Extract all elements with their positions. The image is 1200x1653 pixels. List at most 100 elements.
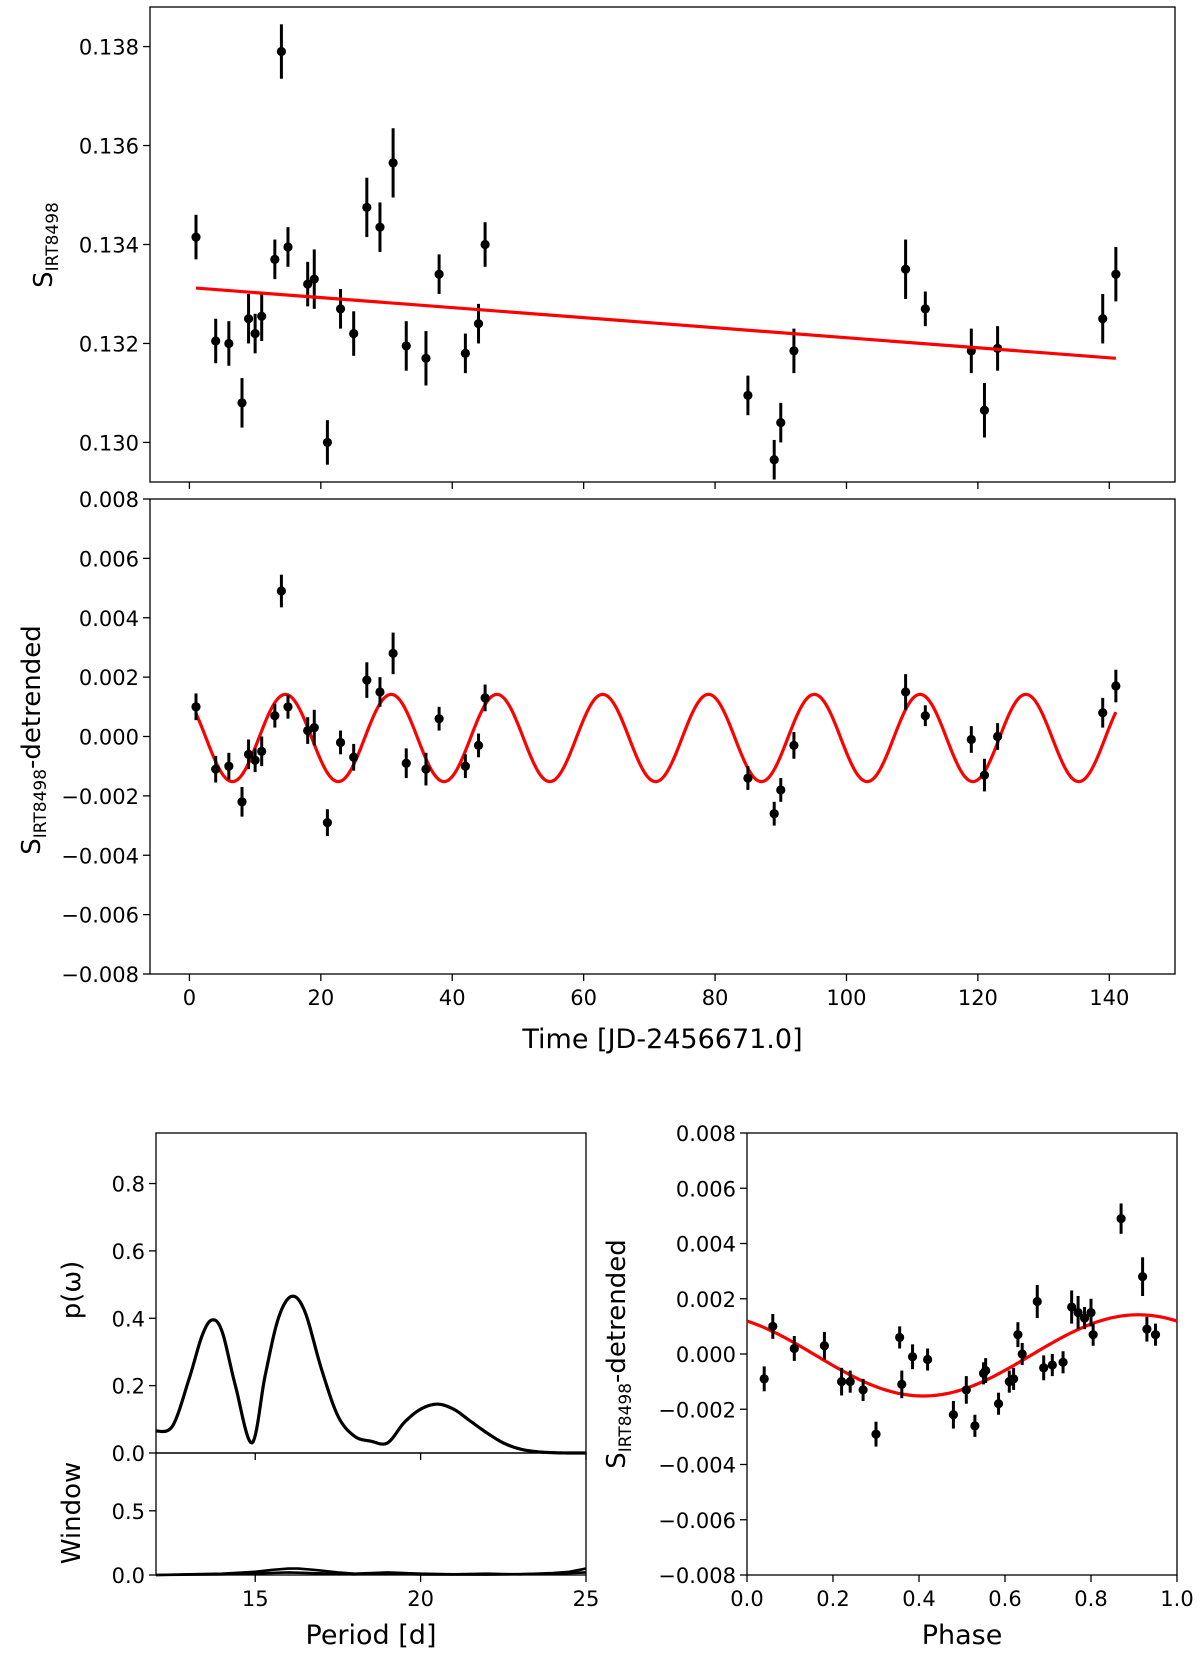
data-point — [759, 1374, 769, 1384]
data-point — [283, 242, 293, 252]
data-point — [1098, 314, 1108, 324]
x-tick-label: 100 — [826, 986, 866, 1010]
data-point — [250, 328, 260, 339]
data-point — [211, 336, 221, 346]
data-point — [257, 311, 267, 321]
data-point — [837, 1377, 847, 1387]
data-point — [768, 1321, 778, 1331]
data-point — [1086, 1307, 1096, 1318]
x-tick-label: 120 — [958, 986, 998, 1010]
data-point — [743, 773, 753, 783]
data-point — [375, 687, 385, 697]
x-axis-label: Period [d] — [306, 1620, 437, 1651]
data-point — [283, 702, 293, 712]
data-point — [966, 734, 976, 745]
data-point — [401, 341, 411, 351]
data-point — [948, 1410, 959, 1420]
y-tick-label: 0.002 — [79, 666, 139, 690]
x-tick-label: 1.0 — [1160, 1587, 1193, 1611]
data-point — [920, 304, 930, 314]
data-point — [1009, 1374, 1019, 1384]
data-point — [858, 1385, 868, 1395]
y-tick-label: 0.130 — [79, 431, 139, 455]
y-axis-label: Window — [57, 1462, 87, 1565]
detrended-timeseries-panel: −0.008 −0.006 −0.004 −0.002 0.000 0.002 0.004 0… — [17, 488, 1176, 1055]
y-tick-label: 0.0 — [112, 1564, 145, 1588]
y-tick-label: 0.4 — [112, 1307, 145, 1331]
data-point — [961, 1385, 971, 1395]
data-point — [401, 758, 411, 768]
data-point — [1111, 681, 1121, 691]
data-point — [473, 740, 484, 751]
raw-timeseries-panel: 0.130 0.132 0.134 0.136 0.138 SIRT8498 — [29, 6, 1176, 489]
trend-line — [195, 286, 1116, 360]
data-point — [388, 648, 398, 658]
x-tick-label: 25 — [573, 1587, 600, 1611]
x-tick-label: 0.8 — [1074, 1587, 1107, 1611]
y-tick-label: 0.008 — [676, 1122, 736, 1146]
data-point — [243, 314, 254, 324]
y-tick-label: 0.006 — [676, 1177, 736, 1201]
data-point — [276, 586, 287, 596]
data-point — [1017, 1349, 1027, 1359]
x-tick-label: 0.0 — [730, 1587, 763, 1611]
y-tick-label: 0.6 — [112, 1240, 145, 1264]
data-point — [375, 222, 385, 232]
sine-fit-curve — [194, 692, 1118, 784]
y-tick-label: −0.004 — [658, 1454, 736, 1478]
data-point — [769, 455, 779, 465]
data-point — [473, 319, 484, 329]
y-tick-label: −0.008 — [658, 1564, 736, 1588]
x-axis-label: Phase — [922, 1620, 1003, 1651]
data-point — [335, 304, 346, 314]
data-point — [979, 405, 990, 415]
data-point — [322, 817, 333, 828]
data-point — [349, 752, 359, 762]
data-point — [895, 1332, 905, 1343]
x-tick-label: 20 — [307, 986, 334, 1010]
y-axis-label: SIRT8498-detrended — [602, 1239, 636, 1468]
data-point — [224, 338, 234, 349]
x-axis-label: Time [JD-2456671.0] — [521, 1024, 802, 1055]
data-point — [776, 418, 786, 428]
data-point — [789, 740, 799, 751]
data-point — [1088, 1330, 1098, 1340]
x-tick-label: 140 — [1089, 986, 1129, 1010]
y-axis-label: p(ω) — [57, 1261, 87, 1320]
data-point — [480, 693, 490, 703]
y-tick-label: 0.000 — [79, 726, 139, 750]
data-point — [388, 158, 398, 168]
y-tick-label: 0.5 — [112, 1500, 145, 1524]
data-point — [257, 746, 267, 756]
y-tick-label: 0.8 — [112, 1173, 145, 1197]
periodogram-curve — [155, 1294, 587, 1455]
data-point — [970, 1421, 980, 1431]
data-point — [743, 390, 753, 401]
y-axis-label: SIRT8498-detrended — [17, 625, 51, 854]
data-point — [907, 1352, 918, 1362]
data-point — [992, 731, 1003, 742]
data-point — [362, 675, 372, 685]
data-point — [993, 1399, 1004, 1409]
x-tick-label: 80 — [702, 986, 729, 1010]
data-point — [897, 1379, 907, 1389]
data-point — [309, 274, 319, 284]
y-tick-label: 0.0 — [112, 1442, 145, 1466]
data-point — [1142, 1324, 1152, 1334]
y-axis-label: SIRT8498 — [29, 202, 63, 288]
y-tick-label: −0.006 — [61, 904, 139, 928]
data-point — [434, 714, 444, 724]
data-point — [981, 1365, 991, 1376]
y-tick-label: 0.138 — [79, 36, 139, 60]
data-point — [250, 755, 260, 765]
data-point — [480, 239, 490, 250]
y-tick-label: 0.004 — [79, 607, 139, 631]
data-point — [1039, 1363, 1049, 1373]
data-point — [276, 46, 287, 57]
y-tick-label: 0.000 — [676, 1343, 736, 1367]
phase-folded-panel: −0.008 −0.006 −0.004 −0.002 0.000 0.002 0.004 0… — [602, 1122, 1194, 1651]
y-tick-label: 0.132 — [79, 332, 139, 356]
data-point — [322, 437, 333, 448]
data-point — [335, 737, 346, 748]
